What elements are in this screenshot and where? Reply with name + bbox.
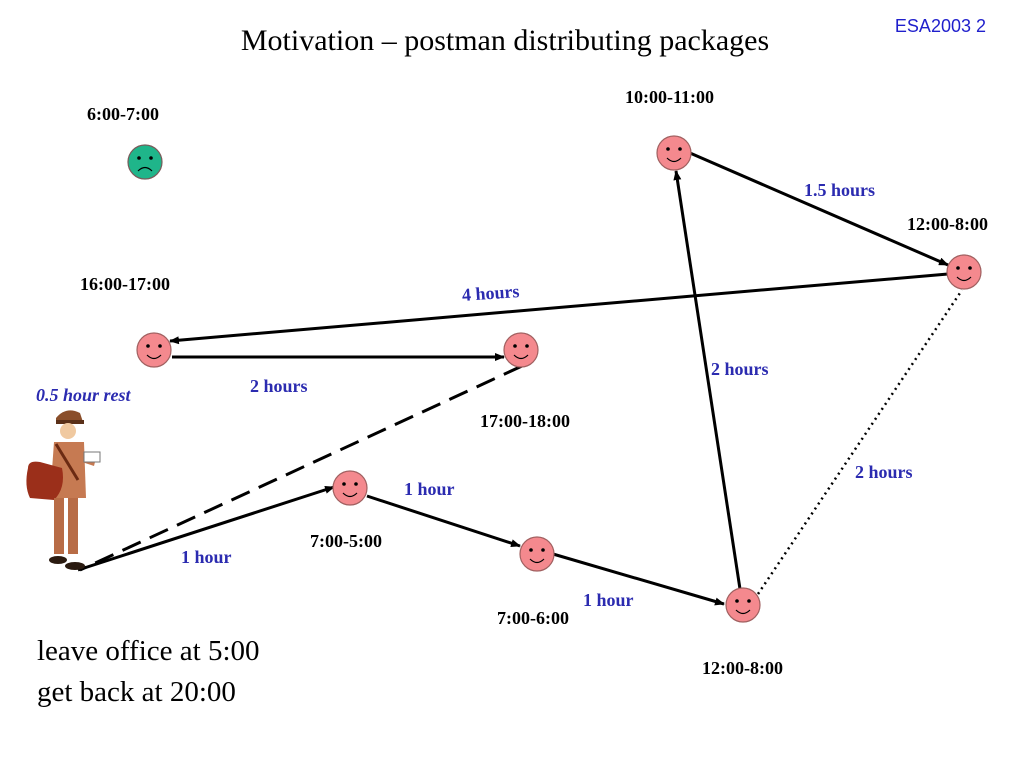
- duration-label-10-00-11-00-to-12-00-8-00: 1.5 hours: [804, 180, 876, 200]
- note-get-back: get back at 20:00: [37, 676, 236, 708]
- duration-label-12-00-8-00-to-10-00-11-00: 2 hours: [711, 359, 769, 379]
- customer-face-6-00-7-00: [127, 144, 163, 180]
- slide-number: ESA2003 2: [894, 16, 986, 36]
- rest-label: 0.5 hour rest: [36, 385, 131, 405]
- customer-face-12-00-8-00-top: [946, 254, 982, 290]
- postman-figure: [26, 410, 101, 570]
- edge-12-00-8-00-bottom-to-12-00-8-00-top-dotted: [756, 289, 964, 595]
- edge-7-00-5-00-to-7-00-6-00: [366, 494, 521, 548]
- customer-face-12-00-8-00-bottom: [725, 587, 761, 623]
- duration-label-16-00-17-00-to-17-00-18-00: 2 hours: [250, 376, 308, 396]
- edge-17-00-18-00-to-office-dashed: [79, 364, 523, 572]
- time-window-12-00-8-00-top: 12:00-8:00: [907, 214, 988, 234]
- edge-office-to-7-00-5-00: [77, 485, 335, 572]
- customer-face-16-00-17-00: [136, 332, 172, 368]
- customer-face-17-00-18-00: [503, 332, 539, 368]
- duration-label-7-00-6-00-to-12-00-8-00: 1 hour: [583, 590, 634, 610]
- time-window-12-00-8-00-bottom: 12:00-8:00: [702, 658, 783, 678]
- edge-12-00-8-00-bottom-to-10-00-11-00: [673, 170, 742, 590]
- time-window-6-00-7-00: 6:00-7:00: [87, 104, 159, 124]
- time-window-17-00-18-00: 17:00-18:00: [480, 411, 570, 431]
- time-window-7-00-5-00: 7:00-5:00: [310, 531, 382, 551]
- edge-12-00-8-00-top-to-16-00-17-00: [169, 272, 949, 345]
- customer-face-10-00-11-00: [656, 135, 692, 171]
- time-window-10-00-11-00: 10:00-11:00: [625, 87, 714, 107]
- time-window-7-00-6-00: 7:00-6:00: [497, 608, 569, 628]
- duration-label-office-to-7-00-5-00: 1 hour: [181, 547, 232, 567]
- slide-title: Motivation – postman distributing packag…: [240, 24, 770, 57]
- note-leave-office: leave office at 5:00: [37, 635, 260, 667]
- edge-7-00-6-00-to-12-00-8-00-bottom: [552, 552, 725, 606]
- time-window-16-00-17-00: 16:00-17:00: [80, 274, 170, 294]
- edge-10-00-11-00-to-12-00-8-00-top: [689, 151, 949, 267]
- customer-face-7-00-6-00: [519, 536, 555, 572]
- customer-face-7-00-5-00: [332, 470, 368, 506]
- duration-label-12-00-8-00-to-16-00-17-00: 4 hours: [461, 281, 521, 305]
- duration-label-dotted-12-00-8-00: 2 hours: [855, 462, 913, 482]
- duration-label-7-00-5-00-to-7-00-6-00: 1 hour: [404, 479, 455, 499]
